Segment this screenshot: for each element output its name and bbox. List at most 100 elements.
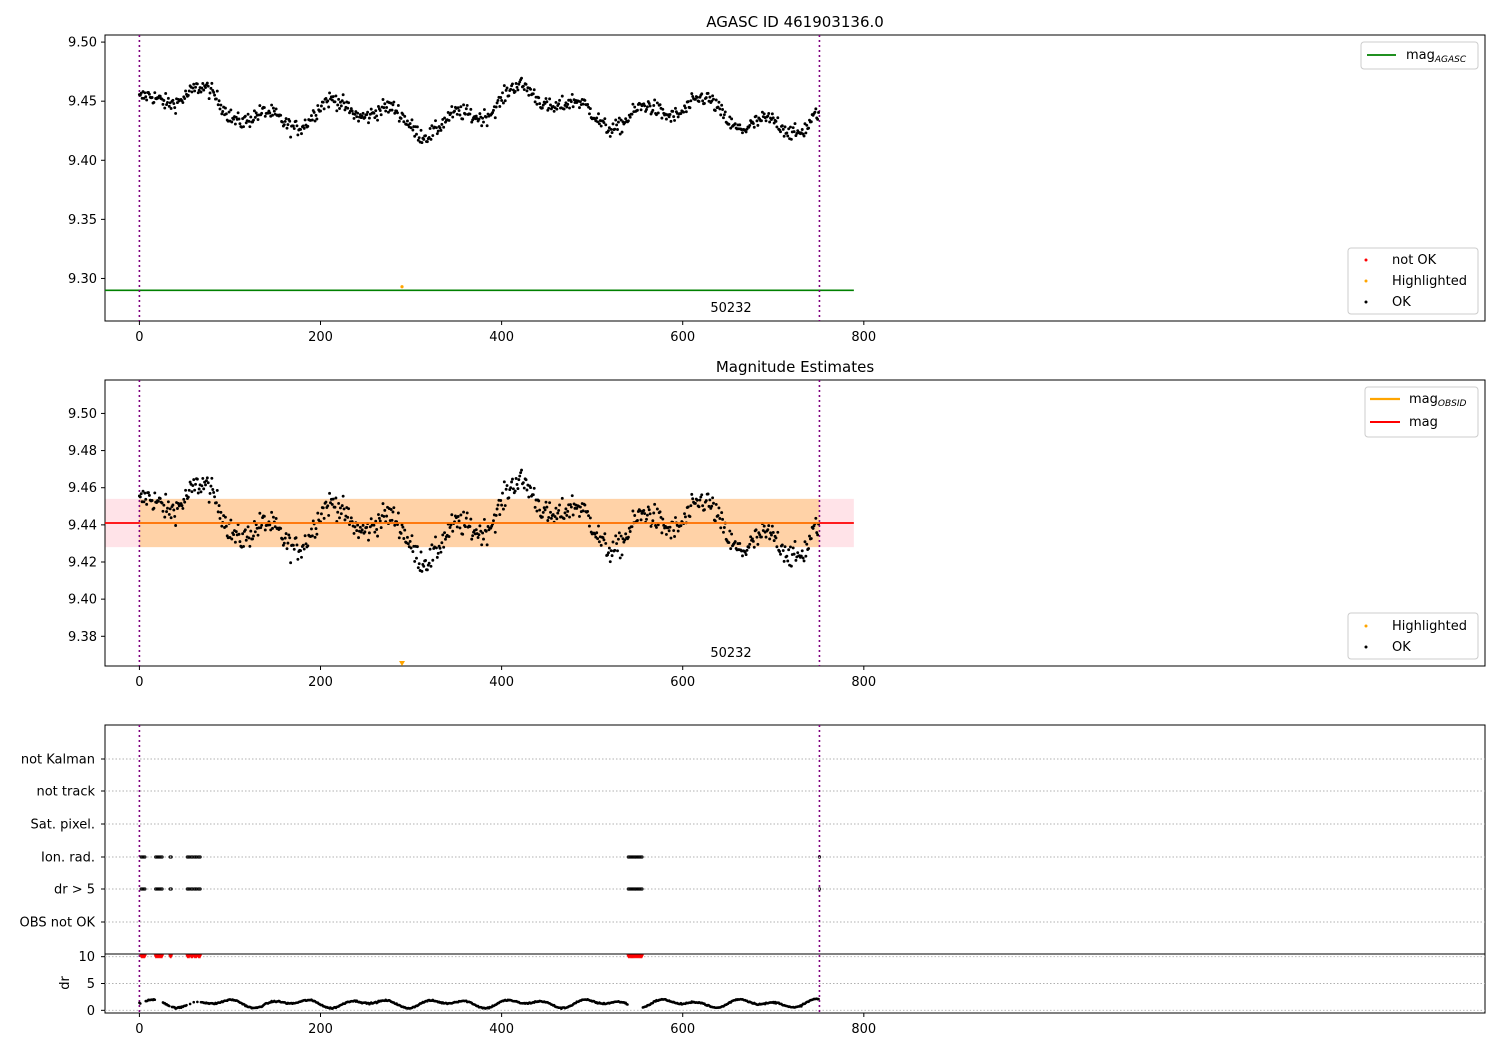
ok-point xyxy=(540,515,544,519)
ok-point xyxy=(794,558,798,562)
ok-point xyxy=(438,126,442,130)
ok-point xyxy=(204,483,207,487)
y-tick-label: 9.40 xyxy=(68,154,97,169)
highlighted-marker xyxy=(399,661,406,666)
panel-magnitude-legend-bottom: Highlighted OK xyxy=(1347,612,1479,660)
ok-point xyxy=(700,92,704,96)
ok-point xyxy=(551,513,555,517)
ok-point xyxy=(358,525,362,529)
ok-point xyxy=(741,131,744,135)
x-tick-label: 800 xyxy=(851,1022,876,1037)
ok-point xyxy=(357,119,360,123)
ok-point xyxy=(597,524,600,528)
ok-point xyxy=(514,477,518,480)
ok-point xyxy=(462,510,466,514)
ok-point xyxy=(541,510,545,514)
ok-point xyxy=(683,515,687,519)
y-tick-label: 9.30 xyxy=(68,272,97,287)
ok-point xyxy=(609,127,613,131)
y-tick-label: 9.50 xyxy=(68,407,97,422)
ok-point xyxy=(378,519,382,523)
panel-magnitude-points xyxy=(137,468,820,573)
ok-point xyxy=(760,535,763,539)
ok-point xyxy=(707,504,711,508)
ok-point xyxy=(463,112,467,116)
ok-point xyxy=(661,517,665,521)
ok-point xyxy=(495,101,499,105)
ok-point xyxy=(614,534,618,538)
ok-point xyxy=(197,88,201,92)
ok-point xyxy=(477,533,481,537)
legend-label-mag: mag xyxy=(1409,415,1438,430)
ok-point xyxy=(353,525,357,529)
ok-point xyxy=(374,109,378,113)
ok-point xyxy=(568,106,571,110)
ok-point xyxy=(366,110,370,114)
ok-point xyxy=(493,530,497,534)
ok-point xyxy=(441,533,445,537)
ok-point xyxy=(334,94,338,98)
ok-point xyxy=(438,546,442,550)
ok-point xyxy=(633,105,637,109)
ok-point xyxy=(524,478,528,482)
ok-point xyxy=(749,535,753,539)
ok-point xyxy=(259,526,263,530)
ok-point xyxy=(647,508,651,512)
ok-point xyxy=(270,103,274,107)
ok-point xyxy=(769,531,773,535)
ok-point xyxy=(401,525,405,529)
ok-point xyxy=(521,84,525,88)
category-label: not Kalman xyxy=(21,753,95,768)
ok-point xyxy=(153,91,157,95)
ok-point xyxy=(181,506,185,510)
ok-point xyxy=(415,545,419,549)
ok-point xyxy=(431,134,435,137)
ok-point xyxy=(340,99,344,103)
ok-point xyxy=(618,556,622,560)
ok-point xyxy=(194,85,198,89)
ok-point xyxy=(470,537,474,541)
ok-point xyxy=(817,111,820,114)
ok-point xyxy=(617,531,621,535)
ok-point xyxy=(708,498,712,502)
ok-point xyxy=(697,505,701,509)
ok-point xyxy=(384,109,388,113)
ok-point xyxy=(485,543,489,547)
ok-point xyxy=(752,125,756,129)
ok-point xyxy=(279,113,283,117)
ok-point xyxy=(299,127,303,131)
ok-point xyxy=(748,123,752,127)
ok-point xyxy=(608,134,612,138)
ok-point xyxy=(419,550,423,554)
panel-agasc-title: AGASC ID 461903136.0 xyxy=(706,13,884,31)
ok-point xyxy=(804,554,808,558)
ok-point xyxy=(713,109,717,112)
ok-point xyxy=(809,537,813,540)
ok-point xyxy=(459,105,463,109)
ok-point xyxy=(476,536,480,539)
ok-point xyxy=(381,502,385,506)
dr-points xyxy=(138,954,820,1011)
ok-point xyxy=(338,516,341,520)
ok-point xyxy=(500,98,504,102)
category-label: Sat. pixel. xyxy=(31,818,95,833)
ok-point xyxy=(664,117,668,121)
ok-point xyxy=(274,517,278,520)
ok-point xyxy=(411,128,415,132)
ok-point xyxy=(503,504,507,507)
legend-label-mag-obsid: magOBSID xyxy=(1409,392,1467,409)
ok-point xyxy=(192,478,196,482)
ok-point xyxy=(268,111,272,115)
ok-point xyxy=(453,109,456,113)
ok-point xyxy=(704,499,708,503)
ok-point xyxy=(635,519,639,522)
ok-point xyxy=(768,537,772,541)
ok-point xyxy=(150,96,154,99)
ok-point xyxy=(808,534,811,538)
ok-point xyxy=(595,116,599,120)
y-tick-label: 9.44 xyxy=(68,518,97,533)
ok-point xyxy=(237,117,241,121)
ok-point xyxy=(710,504,714,508)
ok-point xyxy=(789,545,792,549)
dr-point xyxy=(626,1003,629,1006)
